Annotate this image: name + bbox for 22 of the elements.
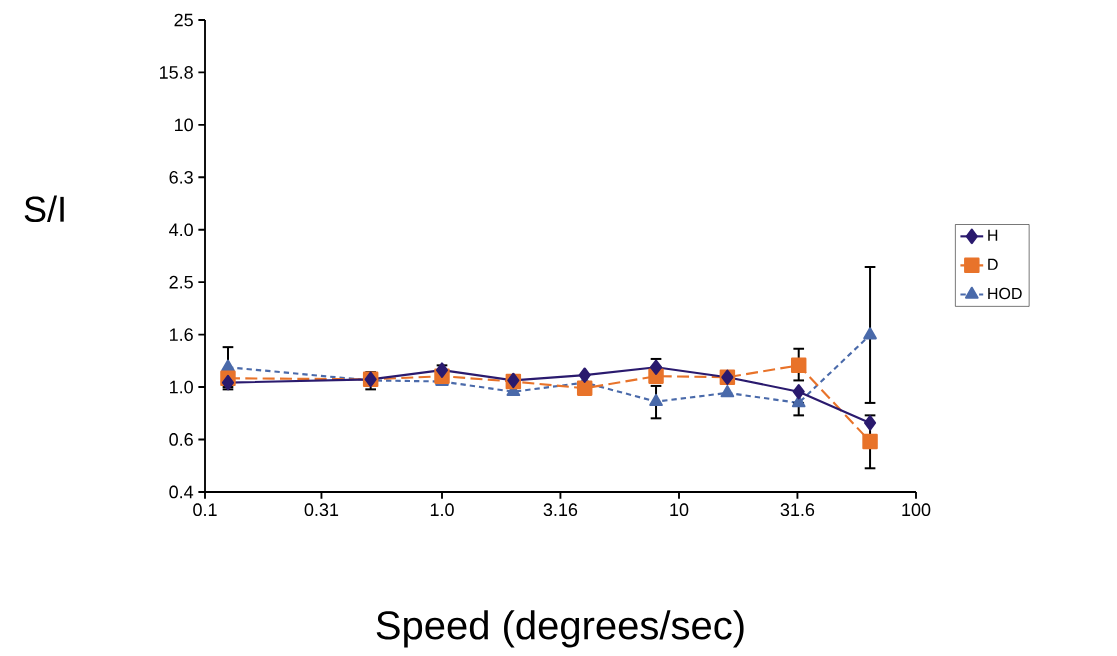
x-tick-label: 100 (902, 503, 931, 517)
y-tick-label: 10 (175, 118, 193, 132)
x-tick-label: 0.31 (304, 503, 339, 517)
y-tick-label: 0.4 (169, 485, 194, 499)
x-axis-title: Speed (degrees/sec) (376, 610, 744, 648)
x-tick-label: 31.6 (780, 503, 815, 517)
x-tick-label: 1.0 (430, 503, 454, 517)
x-tick-label: 10 (670, 503, 689, 517)
legend-label: D (988, 258, 998, 270)
y-tick-label: 25 (174, 13, 193, 27)
y-tick-label: 1.6 (170, 328, 193, 341)
y-tick-label: 0.6 (169, 433, 193, 446)
y-tick-label: 1.0 (170, 380, 193, 394)
legend-label: H (988, 229, 998, 241)
y-tick-label: 2.5 (169, 275, 193, 289)
y-tick-label: 4.0 (169, 223, 193, 237)
y-tick-label: 6.3 (169, 170, 193, 184)
y-axis-title: S/I (24, 195, 64, 223)
x-tick-label: 0.1 (193, 503, 217, 517)
y-tick-label: 15.8 (160, 66, 193, 79)
legend-label: HOD (988, 287, 1022, 300)
x-tick-label: 3.16 (543, 503, 578, 517)
